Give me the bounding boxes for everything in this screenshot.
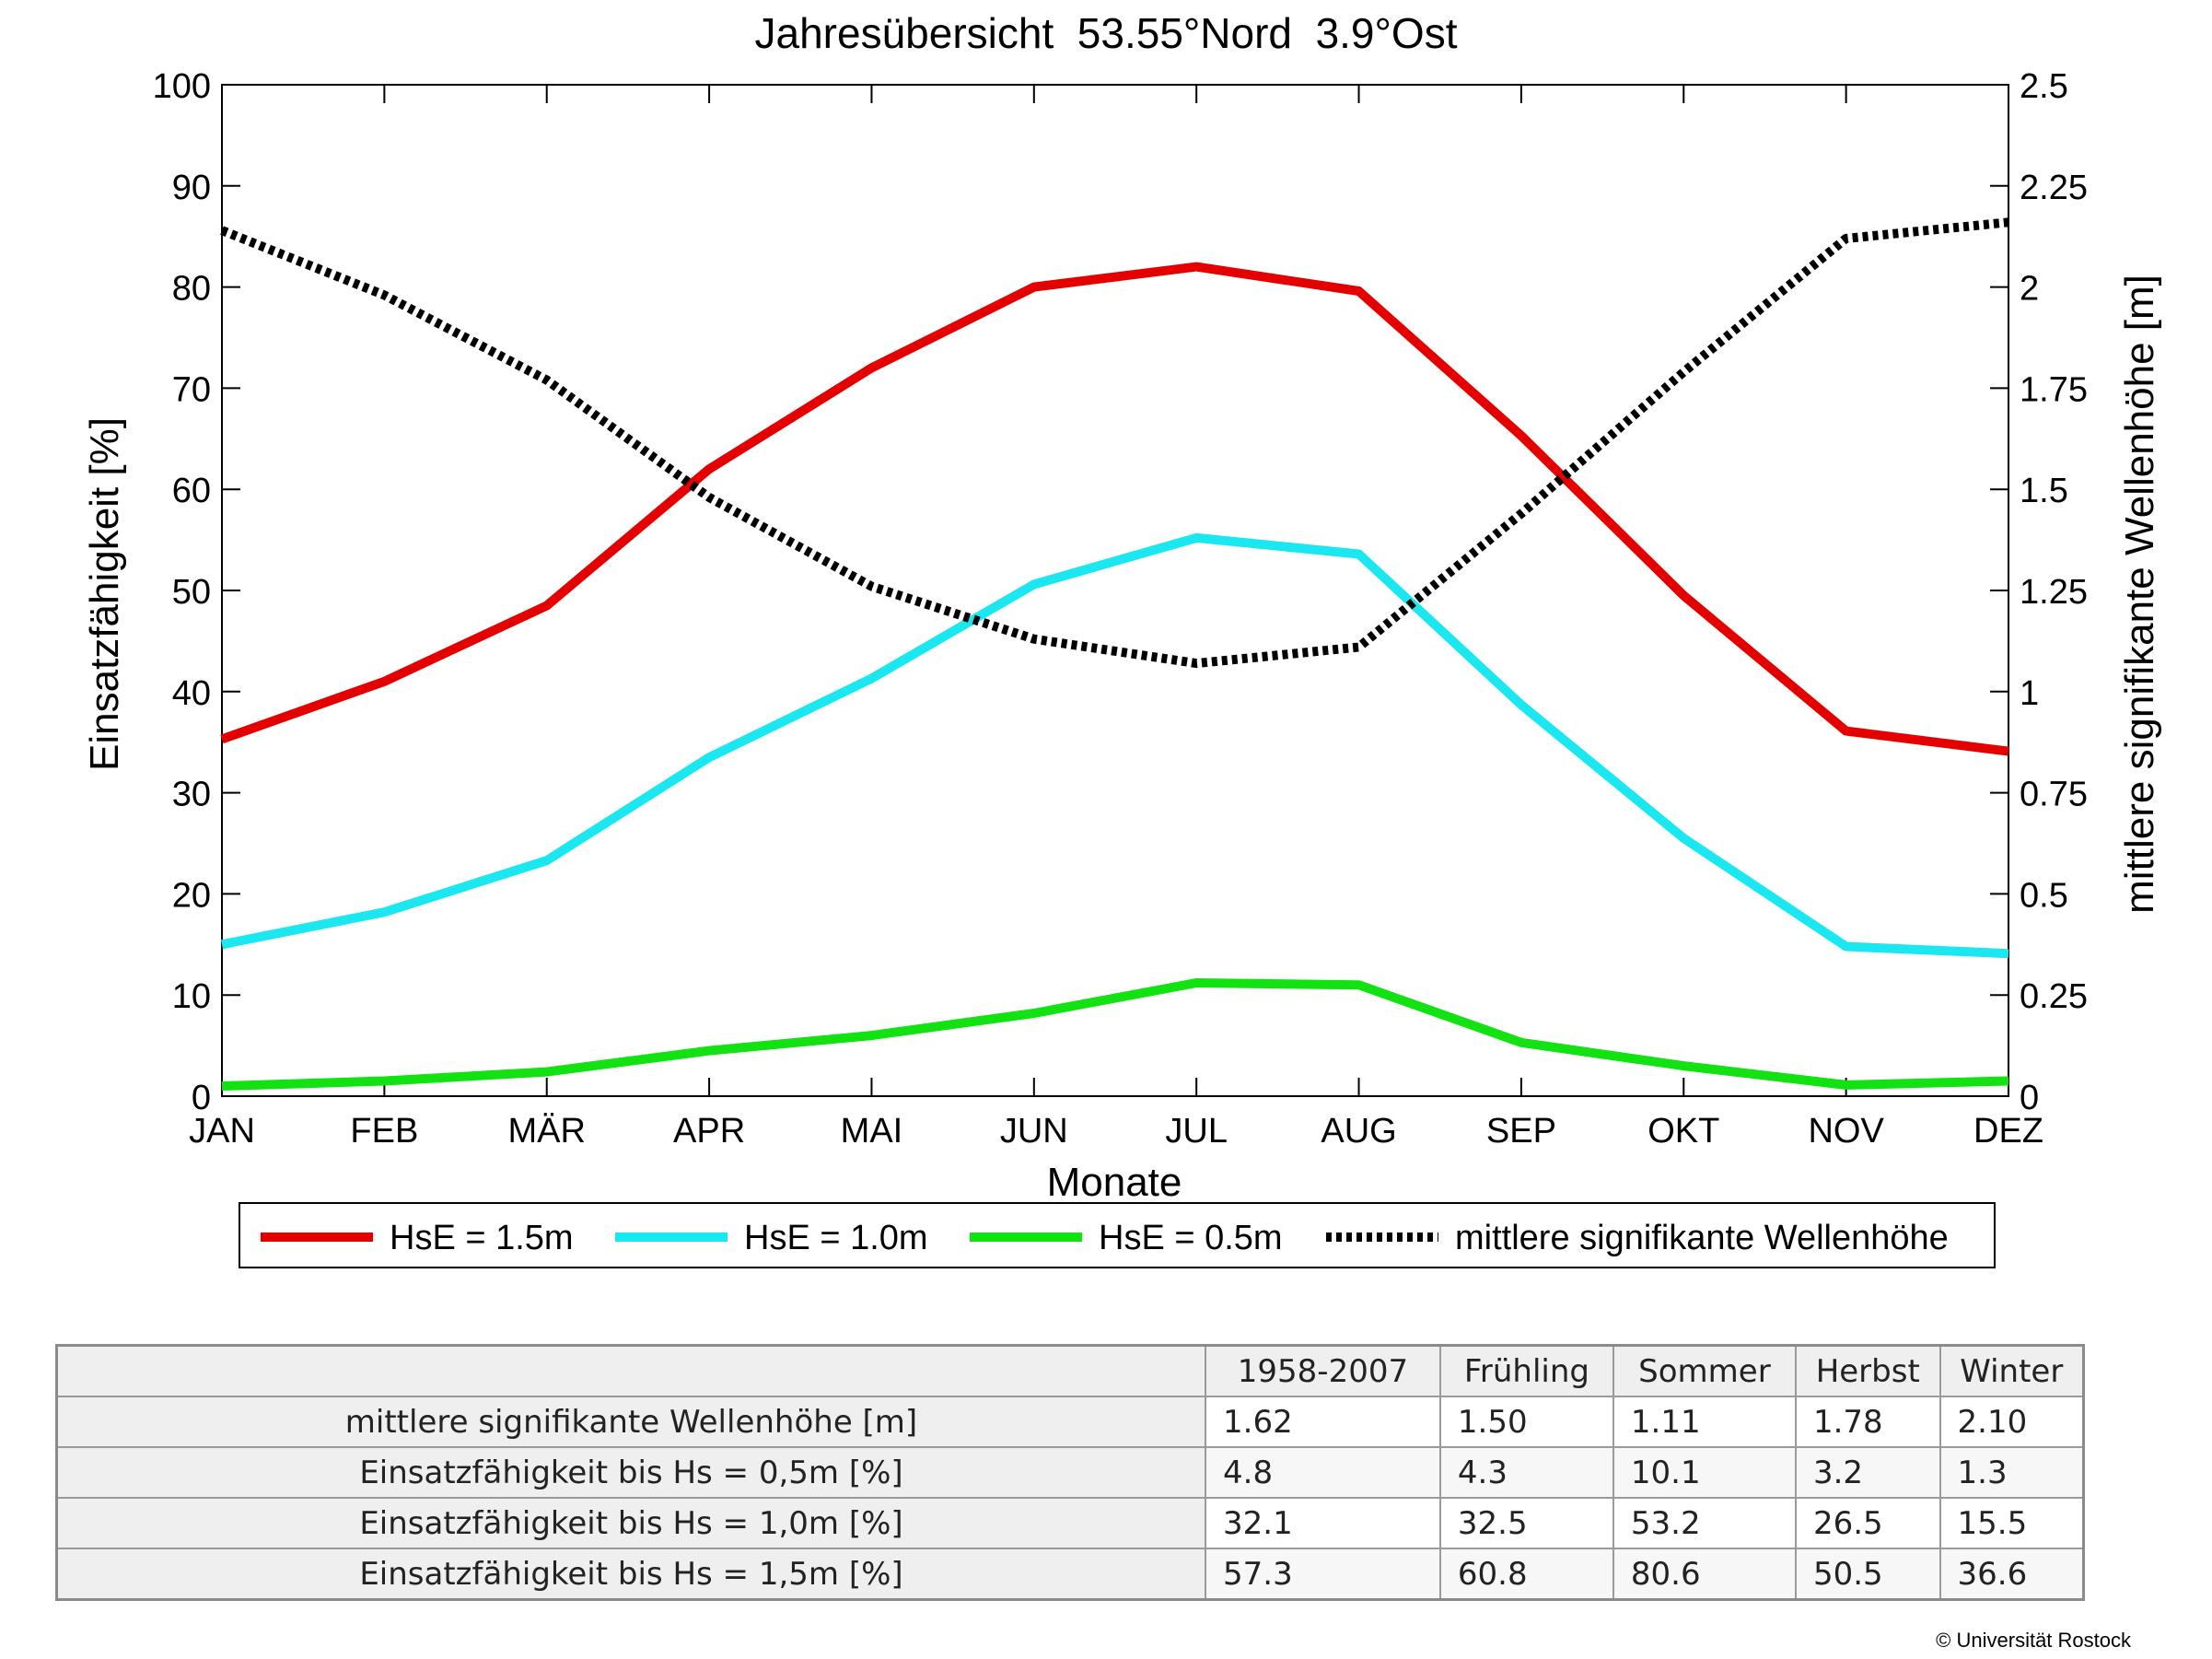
chart: Jahresübersicht 53.55°Nord 3.9°Ost 01020…	[82, 9, 2162, 1268]
y2-tick-label: 0.25	[2020, 977, 2088, 1016]
y2-tick-label: 0.75	[2020, 776, 2088, 814]
x-tick-label: FEB	[350, 1112, 418, 1151]
x-tick-label: SEP	[1486, 1112, 1556, 1151]
table-cell: 26.5	[1794, 1497, 1941, 1549]
table-cell: 1.50	[1438, 1396, 1614, 1448]
legend: HsE = 1.5m HsE = 1.0m HsE = 0.5m mittlere s…	[239, 1202, 1996, 1268]
y-tick-label: 70	[172, 370, 211, 409]
table-header-cell: Winter	[1938, 1344, 2085, 1397]
legend-box	[239, 1202, 1996, 1268]
y-axis-label: Einsatzfähigkeit [%]	[82, 417, 127, 771]
table-cell: 10.1	[1612, 1446, 1797, 1499]
table-cell: 15.5	[1938, 1497, 2085, 1549]
table-cell: 32.5	[1438, 1497, 1614, 1549]
table-row: mittlere signifikante Wellenhöhe [m] 1.6…	[55, 1396, 2085, 1448]
legend-label: HsE = 1.5m	[390, 1219, 574, 1257]
x-tick-label: MÄR	[508, 1112, 586, 1151]
table-header-row: 1958-2007 Frühling Sommer Herbst Winter	[55, 1344, 2085, 1397]
x-tick-label: OKT	[1647, 1112, 1719, 1151]
x-tick-label: NOV	[1808, 1112, 1884, 1151]
y2-tick-label: 1.5	[2020, 472, 2068, 510]
table-cell: 60.8	[1438, 1548, 1614, 1601]
table-cell: 1.78	[1794, 1396, 1941, 1448]
chart-title: Jahresübersicht 53.55°Nord 3.9°Ost	[755, 9, 1458, 57]
y-tick-label: 80	[172, 270, 211, 309]
y2-tick-label: 2	[2020, 270, 2039, 309]
y-tick-label: 40	[172, 674, 211, 713]
x-tick-label: JUN	[1000, 1112, 1068, 1151]
y-tick-label: 60	[172, 472, 211, 510]
table-row: Einsatzfähigkeit bis Hs = 1,0m [%] 32.1 …	[55, 1497, 2085, 1549]
table-cell: 4.8	[1205, 1446, 1441, 1499]
y2-tick-label: 1.25	[2020, 573, 2088, 612]
y2-tick-label: 1	[2020, 674, 2039, 713]
table-header-cell: 1958-2007	[1205, 1344, 1441, 1397]
y-tick-label: 0	[192, 1079, 211, 1117]
table-header-cell: Herbst	[1794, 1344, 1941, 1397]
x-tick-label: APR	[673, 1112, 745, 1151]
table-cell: 80.6	[1612, 1548, 1797, 1601]
y-tick-label: 50	[172, 573, 211, 612]
table-cell: 1.11	[1612, 1396, 1797, 1448]
series-line	[221, 978, 2009, 1091]
y2-tick-label: 0.5	[2020, 876, 2068, 915]
row-label: mittlere signifikante Wellenhöhe [m]	[55, 1396, 1206, 1448]
table-header-cell: Sommer	[1612, 1344, 1797, 1397]
x-tick-label: JUL	[1165, 1112, 1228, 1151]
legend-label: HsE = 1.0m	[744, 1219, 928, 1257]
table-header-cell: Frühling	[1438, 1344, 1614, 1397]
y2-axis-label: mittlere signifikante Wellenhöhe [m]	[2117, 275, 2162, 914]
plot-frame	[221, 84, 2009, 1097]
statistics-table: 1958-2007 Frühling Sommer Herbst Winter …	[55, 1344, 2085, 1601]
y2-tick-label: 2.25	[2020, 169, 2088, 207]
table-cell: 50.5	[1794, 1548, 1941, 1601]
y-tick-label: 90	[172, 169, 211, 207]
y2-tick-label: 1.75	[2020, 370, 2088, 409]
copyright-notice: © Universität Rostock	[1936, 1629, 2131, 1652]
y2-tick-label: 2.5	[2020, 67, 2068, 106]
series-line	[220, 217, 2009, 669]
x-tick-label: DEZ	[1973, 1112, 2043, 1151]
x-tick-label: MAI	[841, 1112, 903, 1151]
y-tick-label: 10	[172, 977, 211, 1016]
y-tick-label: 20	[172, 876, 211, 915]
table-cell: 53.2	[1612, 1497, 1797, 1549]
table-header-cell	[55, 1344, 1206, 1397]
y-tick-label: 30	[172, 776, 211, 814]
series-line	[220, 262, 2009, 756]
x-tick-label: JAN	[189, 1112, 255, 1151]
table-cell: 4.3	[1438, 1446, 1614, 1499]
table-cell: 57.3	[1205, 1548, 1441, 1601]
row-label: Einsatzfähigkeit bis Hs = 0,5m [%]	[55, 1446, 1206, 1499]
row-label: Einsatzfähigkeit bis Hs = 1,5m [%]	[55, 1548, 1206, 1601]
table-cell: 3.2	[1794, 1446, 1941, 1499]
row-label: Einsatzfähigkeit bis Hs = 1,0m [%]	[55, 1497, 1206, 1549]
series-line	[221, 532, 2009, 959]
table-cell: 2.10	[1938, 1396, 2085, 1448]
legend-label: mittlere signifikante Wellenhöhe	[1455, 1219, 1949, 1257]
x-axis-label: Monate	[1047, 1160, 1182, 1205]
table-row: Einsatzfähigkeit bis Hs = 1,5m [%] 57.3 …	[55, 1548, 2085, 1601]
x-tick-label: AUG	[1321, 1112, 1396, 1151]
table-cell: 32.1	[1205, 1497, 1441, 1549]
legend-label: HsE = 0.5m	[1099, 1219, 1283, 1257]
table-row: Einsatzfähigkeit bis Hs = 0,5m [%] 4.8 4…	[55, 1446, 2085, 1499]
table-cell: 1.3	[1938, 1446, 2085, 1499]
y-tick-label: 100	[153, 67, 211, 106]
plot-area: 0 10 20 30 40 50 60 70 80 90 100 0 0.25 0.5 0.75 1 1.25 1…	[153, 67, 2088, 1151]
table-cell: 36.6	[1938, 1548, 2085, 1601]
y2-tick-label: 0	[2020, 1079, 2039, 1117]
table-cell: 1.62	[1205, 1396, 1441, 1448]
